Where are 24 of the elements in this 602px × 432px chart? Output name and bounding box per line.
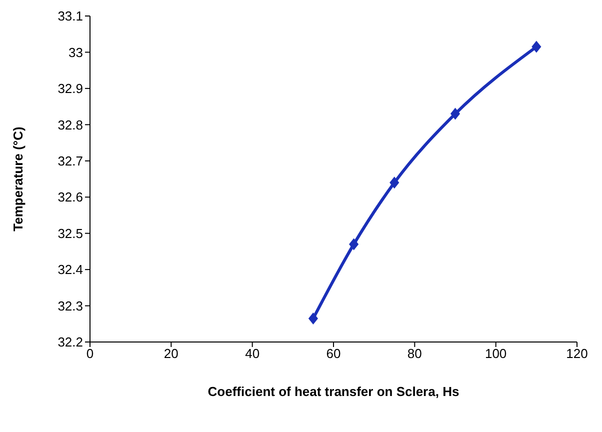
x-tick-label: 100 (484, 346, 507, 362)
y-tick-label: 32.3 (58, 298, 83, 314)
x-axis-title: Coefficient of heat transfer on Sclera, Hs (208, 384, 460, 399)
x-tick-label: 0 (86, 346, 94, 362)
point (532, 40, 542, 53)
x-tick-label: 120 (566, 346, 588, 362)
x-tick-label: 80 (407, 346, 422, 362)
point (390, 176, 400, 189)
y-tick-label: 32.7 (58, 154, 83, 169)
y-axis-title: Temperature (°C) (10, 126, 26, 232)
y-tick-label: 32.9 (58, 81, 83, 96)
y-tick-label: 33 (68, 44, 83, 60)
point (308, 312, 318, 324)
y-tick-label: 33.1 (58, 8, 83, 24)
point (450, 108, 460, 120)
y-tick-label: 32.2 (58, 334, 83, 350)
x-tick-label: 60 (326, 346, 341, 362)
y-tick-label: 32.8 (58, 117, 83, 132)
x-tick-label: 40 (245, 346, 260, 362)
y-tick-label: 32.5 (58, 226, 83, 241)
y-tick-label: 32.6 (58, 190, 83, 205)
y-tick-label: 32.4 (58, 262, 83, 278)
x-tick-label: 20 (164, 346, 178, 362)
point (348, 238, 359, 250)
